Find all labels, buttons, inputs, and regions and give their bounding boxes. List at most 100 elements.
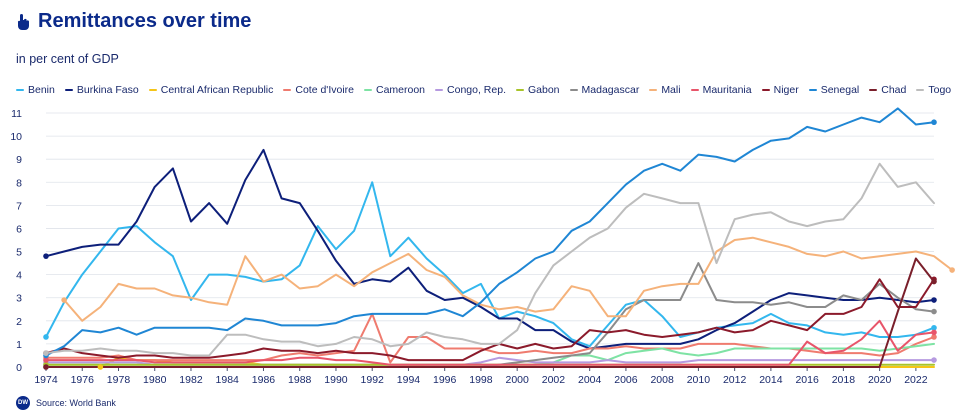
legend-swatch [869,88,878,92]
chart-subtitle: in per cent of GDP [16,52,119,66]
series-line-congo-rep [45,356,935,366]
x-tick-label: 2014 [759,374,783,385]
legend-label: Central African Republic [160,84,274,96]
x-tick-label: 1976 [71,374,95,385]
legend-swatch [808,88,817,92]
series-line-burkina-faso [45,148,935,350]
legend-item-benin: Benin [16,84,55,96]
chart-title-text: Remittances over time [38,10,252,32]
y-tick-label: 10 [10,131,22,143]
y-tick-label: 5 [16,247,22,259]
start-point-mali [61,297,67,303]
chart-end-markers [43,119,955,370]
x-tick-label: 1980 [143,374,167,385]
legend-swatch [364,88,372,92]
legend-item-niger: Niger [761,84,799,96]
x-tick-label: 1994 [397,374,421,385]
start-point-togo [43,350,49,356]
legend-swatch [435,88,444,92]
x-tick-label: 2002 [542,374,566,385]
start-point-central-african-republic [97,364,104,370]
legend-label: Chad [881,84,907,96]
y-tick-label: 9 [16,154,22,166]
legend-swatch [16,88,24,92]
legend-swatch [916,88,925,92]
legend-item-congo-rep: Congo, Rep. [435,84,506,96]
end-point-benin [931,324,937,331]
legend-item-chad: Chad [869,84,906,96]
y-tick-label: 0 [16,362,22,374]
source-note: Source: World Bank [36,398,116,408]
legend-swatch [64,88,73,92]
x-tick-label: 1992 [361,374,385,385]
series-line-togo [45,162,935,357]
legend-swatch [649,88,658,92]
chart-grid [46,112,934,368]
legend-swatch [283,88,292,92]
chart-title: Remittances over time [16,10,251,33]
end-point-senegal [931,119,937,126]
series-line-chad [45,257,935,368]
series-line-niger [45,278,935,362]
y-tick-label: 1 [16,339,22,351]
x-tick-label: 1978 [107,374,131,385]
end-point-mali [949,267,955,273]
legend-label: Congo, Rep. [447,84,506,96]
legend-item-cameroon: Cameroon [364,84,425,96]
x-tick-label: 1982 [179,374,203,385]
y-tick-label: 8 [16,177,22,189]
legend-label: Burkina Faso [76,84,139,96]
legend-swatch [516,88,524,92]
x-tick-label: 1990 [324,374,348,385]
x-tick-label: 2022 [904,374,928,385]
legend-item-madagascar: Madagascar [569,84,640,96]
hand-pointer-icon [17,13,29,30]
legend-item-togo: Togo [916,84,951,96]
series-line-senegal [45,107,935,357]
legend-item-mauritania: Mauritania [690,84,752,96]
x-axis: 1974 1976 1978 1980 1982 1984 1986 1988 1990 1992… [34,367,928,385]
chart-legend: Benin Burkina Faso Central African Republi… [16,84,951,96]
x-tick-label: 2006 [614,374,638,385]
x-tick-label: 1988 [288,374,312,385]
series-line-mauritania [45,319,935,366]
y-tick-label: 6 [16,223,22,235]
series-line-mali [63,236,954,322]
x-tick-label: 2012 [723,374,747,385]
end-point-burkina-faso [931,297,937,303]
x-tick-label: 2008 [650,374,674,385]
x-tick-label: 1974 [34,374,58,385]
legend-label: Niger [773,84,799,96]
legend-label: Cameroon [376,84,426,96]
end-point-mauritania [931,329,937,336]
x-tick-label: 2016 [795,374,819,385]
x-tick-label: 2020 [868,374,892,385]
legend-item-cote-d-ivoire: Cote d'Ivoire [283,84,354,96]
legend-label: Togo [928,84,952,96]
series-line-benin [45,181,935,348]
legend-label: Mauritania [702,84,752,96]
y-tick-label: 11 [11,108,22,120]
dw-logo: DW [16,396,30,410]
x-tick-label: 1986 [252,374,276,385]
start-point-benin [43,334,49,340]
y-tick-label: 3 [16,293,22,305]
start-point-mauritania [43,357,49,363]
legend-label: Mali [661,84,681,96]
y-axis: 0 1 2 3 4 5 6 7 8 9 10 11 [10,108,22,374]
x-tick-label: 1984 [216,374,240,385]
y-tick-label: 4 [16,270,22,282]
chart-series [45,107,954,368]
legend-swatch [148,88,157,92]
legend-item-burkina-faso: Burkina Faso [64,84,139,96]
x-tick-label: 2018 [832,374,856,385]
legend-label: Madagascar [581,84,640,96]
end-point-madagascar [931,308,937,315]
x-tick-label: 2000 [506,374,530,385]
y-tick-label: 2 [16,316,22,328]
legend-swatch [569,88,578,92]
end-point-cote-d-ivoire [931,334,937,340]
legend-item-senegal: Senegal [808,84,859,96]
x-tick-label: 2004 [578,374,602,385]
